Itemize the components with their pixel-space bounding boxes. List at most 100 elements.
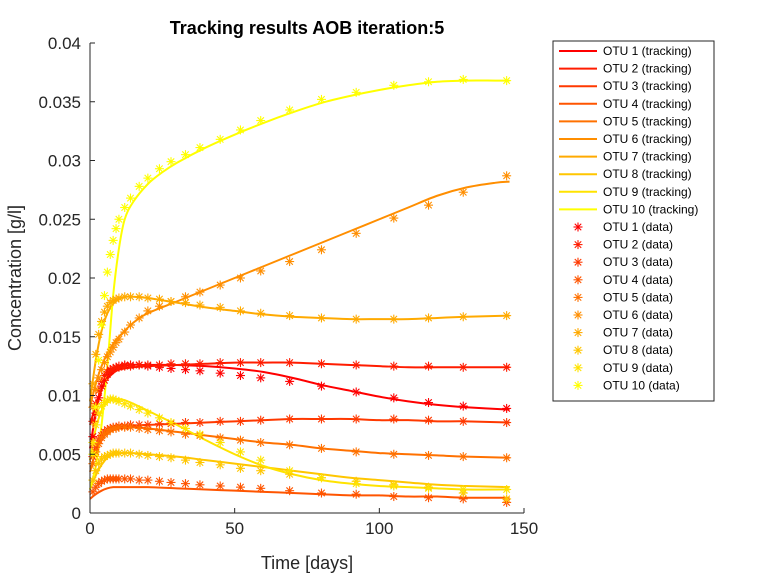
- legend-marker-swatch: [573, 257, 583, 267]
- data-point: [502, 403, 512, 413]
- legend-item: OTU 5 (data): [573, 290, 673, 304]
- data-point: [134, 423, 144, 433]
- data-point: [215, 280, 225, 290]
- data-point: [143, 475, 153, 485]
- data-point: [120, 448, 130, 458]
- data-point: [256, 358, 266, 368]
- data-point: [126, 401, 136, 411]
- legend-item: OTU 3 (tracking): [559, 79, 692, 93]
- data-point: [134, 449, 144, 459]
- data-point: [458, 74, 468, 84]
- data-point: [166, 427, 176, 437]
- data-point: [316, 488, 326, 498]
- data-point: [143, 360, 153, 370]
- data-point: [285, 105, 295, 115]
- legend-label: OTU 7 (tracking): [603, 150, 692, 164]
- marker-layer: [88, 74, 512, 507]
- data-point: [134, 292, 144, 302]
- legend-label: OTU 3 (data): [603, 255, 673, 269]
- data-point: [111, 224, 121, 234]
- legend-label: OTU 6 (data): [603, 308, 673, 322]
- data-point: [134, 475, 144, 485]
- legend-label: OTU 9 (data): [603, 361, 673, 375]
- data-point: [502, 494, 512, 504]
- data-point: [235, 435, 245, 445]
- data-point: [256, 455, 266, 465]
- data-point: [215, 416, 225, 426]
- data-point: [166, 453, 176, 463]
- data-point: [316, 359, 326, 369]
- data-point: [195, 143, 205, 153]
- legend-item: OTU 9 (tracking): [559, 185, 692, 199]
- data-point: [97, 320, 107, 330]
- data-point: [215, 302, 225, 312]
- legend-label: OTU 8 (data): [603, 343, 673, 357]
- data-point: [502, 311, 512, 321]
- data-point: [235, 371, 245, 381]
- data-point: [285, 466, 295, 476]
- legend: OTU 1 (tracking) OTU 2 (tracking) OTU 3 (t…: [552, 40, 715, 402]
- data-point: [458, 452, 468, 462]
- data-point: [97, 365, 107, 375]
- y-tick-label: 0.005: [38, 445, 81, 464]
- y-tick-label: 0.01: [48, 387, 81, 406]
- data-point: [351, 489, 361, 499]
- legend-label: OTU 10 (data): [603, 378, 680, 392]
- data-point: [134, 181, 144, 191]
- data-point: [94, 373, 104, 383]
- data-point: [143, 450, 153, 460]
- data-point: [458, 312, 468, 322]
- data-point: [256, 373, 266, 383]
- data-point: [88, 475, 98, 485]
- x-tick-label: 100: [365, 519, 393, 538]
- y-tick-label: 0.02: [48, 269, 81, 288]
- data-point: [235, 306, 245, 316]
- data-point: [126, 292, 136, 302]
- data-point: [195, 457, 205, 467]
- data-point: [235, 416, 245, 426]
- data-point: [143, 173, 153, 183]
- data-point: [120, 203, 130, 212]
- data-point: [94, 355, 104, 365]
- data-point: [108, 295, 118, 305]
- legend-item: OTU 10 (tracking): [559, 202, 698, 216]
- legend-label: OTU 3 (tracking): [603, 79, 692, 93]
- x-tick-label: 50: [225, 519, 244, 538]
- data-point: [351, 228, 361, 238]
- data-point: [389, 361, 399, 371]
- data-point: [195, 287, 205, 297]
- axes-layer: 0 50 100 150 0 0.005 0.01 0.015 0.02 0.025 0.03 0.0…: [38, 34, 538, 538]
- data-point: [424, 200, 434, 210]
- data-point: [126, 448, 136, 458]
- data-point: [424, 77, 434, 87]
- data-point: [235, 358, 245, 368]
- data-point: [424, 415, 434, 425]
- legend-label: OTU 7 (data): [603, 326, 673, 340]
- data-point: [195, 418, 205, 428]
- legend-item: OTU 6 (data): [573, 308, 673, 322]
- data-point: [316, 313, 326, 323]
- data-point: [351, 479, 361, 489]
- series-line-otu-10: [89, 79, 510, 490]
- data-point: [256, 466, 266, 476]
- data-point: [502, 171, 512, 181]
- data-point: [134, 360, 144, 370]
- legend-marker-swatch: [573, 292, 583, 302]
- data-point: [126, 474, 136, 484]
- legend-label: OTU 4 (data): [603, 273, 673, 287]
- data-point: [424, 361, 434, 371]
- data-point: [180, 359, 190, 369]
- data-point: [114, 214, 124, 224]
- data-point: [389, 414, 399, 424]
- y-tick-label: 0.04: [48, 34, 81, 53]
- data-point: [143, 293, 153, 303]
- legend-item: OTU 4 (tracking): [559, 97, 692, 111]
- data-point: [126, 422, 136, 432]
- data-point: [316, 414, 326, 424]
- data-point: [235, 273, 245, 283]
- legend-item: OTU 8 (data): [573, 343, 673, 357]
- y-axis-label: Concentration [g/l]: [5, 205, 25, 351]
- data-point: [114, 334, 124, 344]
